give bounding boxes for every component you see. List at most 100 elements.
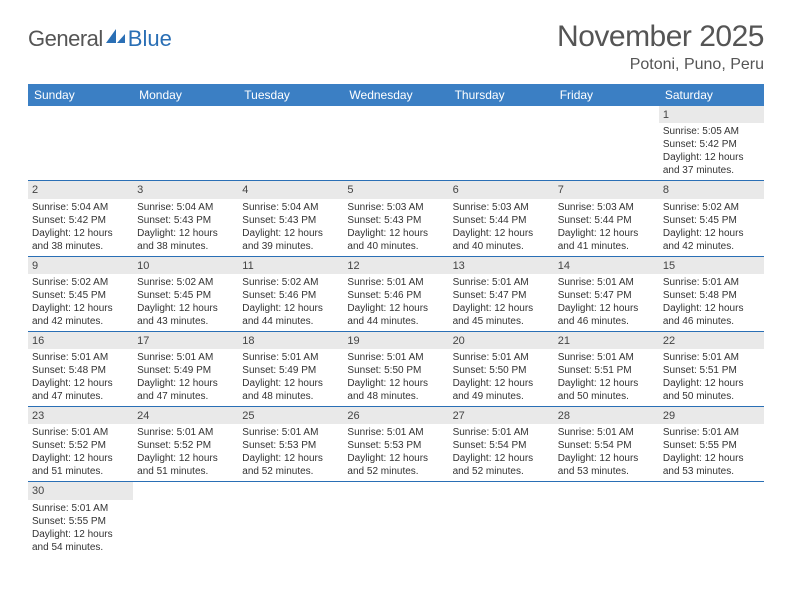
calendar-empty-cell [449, 482, 554, 557]
day-number: 9 [28, 257, 133, 274]
daylight-line-2: and 41 minutes. [558, 240, 655, 253]
daylight-line-2: and 40 minutes. [453, 240, 550, 253]
daylight-line-2: and 54 minutes. [32, 541, 129, 554]
sunrise-line: Sunrise: 5:01 AM [663, 426, 760, 439]
sunrise-line: Sunrise: 5:03 AM [558, 201, 655, 214]
calendar-day-cell: 18Sunrise: 5:01 AMSunset: 5:49 PMDayligh… [238, 331, 343, 406]
day-number: 5 [343, 181, 448, 198]
sunrise-line: Sunrise: 5:01 AM [32, 426, 129, 439]
calendar-empty-cell [554, 106, 659, 181]
calendar-day-cell: 23Sunrise: 5:01 AMSunset: 5:52 PMDayligh… [28, 407, 133, 482]
calendar-day-cell: 11Sunrise: 5:02 AMSunset: 5:46 PMDayligh… [238, 256, 343, 331]
daylight-line-2: and 51 minutes. [137, 465, 234, 478]
calendar-day-cell: 3Sunrise: 5:04 AMSunset: 5:43 PMDaylight… [133, 181, 238, 256]
sunrise-line: Sunrise: 5:01 AM [137, 426, 234, 439]
day-number-empty [449, 106, 554, 123]
calendar-week-row: 23Sunrise: 5:01 AMSunset: 5:52 PMDayligh… [28, 407, 764, 482]
daylight-line-1: Daylight: 12 hours [453, 302, 550, 315]
day-number-empty [133, 106, 238, 123]
sunset-line: Sunset: 5:42 PM [663, 138, 760, 151]
title-block: November 2025 Potoni, Puno, Peru [557, 20, 764, 74]
sunrise-line: Sunrise: 5:01 AM [663, 276, 760, 289]
day-number: 26 [343, 407, 448, 424]
daylight-line-1: Daylight: 12 hours [32, 528, 129, 541]
daylight-line-1: Daylight: 12 hours [137, 227, 234, 240]
calendar-week-row: 1Sunrise: 5:05 AMSunset: 5:42 PMDaylight… [28, 106, 764, 181]
calendar-empty-cell [238, 106, 343, 181]
calendar-day-cell: 7Sunrise: 5:03 AMSunset: 5:44 PMDaylight… [554, 181, 659, 256]
calendar-day-cell: 19Sunrise: 5:01 AMSunset: 5:50 PMDayligh… [343, 331, 448, 406]
calendar-empty-cell [238, 482, 343, 557]
sunset-line: Sunset: 5:53 PM [347, 439, 444, 452]
sunrise-line: Sunrise: 5:01 AM [347, 276, 444, 289]
sunrise-line: Sunrise: 5:01 AM [32, 502, 129, 515]
day-number: 22 [659, 332, 764, 349]
sail-icon [105, 28, 127, 46]
sunset-line: Sunset: 5:43 PM [347, 214, 444, 227]
daylight-line-2: and 48 minutes. [347, 390, 444, 403]
daylight-line-1: Daylight: 12 hours [32, 227, 129, 240]
day-number-empty [554, 482, 659, 499]
day-number: 8 [659, 181, 764, 198]
sunrise-line: Sunrise: 5:04 AM [32, 201, 129, 214]
calendar-day-cell: 15Sunrise: 5:01 AMSunset: 5:48 PMDayligh… [659, 256, 764, 331]
calendar-day-cell: 24Sunrise: 5:01 AMSunset: 5:52 PMDayligh… [133, 407, 238, 482]
daylight-line-1: Daylight: 12 hours [32, 377, 129, 390]
sunset-line: Sunset: 5:54 PM [558, 439, 655, 452]
calendar-day-cell: 16Sunrise: 5:01 AMSunset: 5:48 PMDayligh… [28, 331, 133, 406]
sunrise-line: Sunrise: 5:01 AM [558, 276, 655, 289]
calendar-table: SundayMondayTuesdayWednesdayThursdayFrid… [28, 84, 764, 557]
day-number: 23 [28, 407, 133, 424]
day-number: 10 [133, 257, 238, 274]
daylight-line-1: Daylight: 12 hours [558, 227, 655, 240]
sunrise-line: Sunrise: 5:03 AM [453, 201, 550, 214]
daylight-line-1: Daylight: 12 hours [242, 227, 339, 240]
sunset-line: Sunset: 5:47 PM [453, 289, 550, 302]
calendar-empty-cell [659, 482, 764, 557]
sunset-line: Sunset: 5:48 PM [663, 289, 760, 302]
daylight-line-1: Daylight: 12 hours [663, 302, 760, 315]
sunset-line: Sunset: 5:53 PM [242, 439, 339, 452]
page-header: General Blue November 2025 Potoni, Puno,… [28, 20, 764, 74]
calendar-day-cell: 10Sunrise: 5:02 AMSunset: 5:45 PMDayligh… [133, 256, 238, 331]
sunrise-line: Sunrise: 5:02 AM [137, 276, 234, 289]
daylight-line-2: and 52 minutes. [347, 465, 444, 478]
daylight-line-2: and 42 minutes. [32, 315, 129, 328]
day-number: 11 [238, 257, 343, 274]
calendar-day-cell: 14Sunrise: 5:01 AMSunset: 5:47 PMDayligh… [554, 256, 659, 331]
day-number: 20 [449, 332, 554, 349]
sunset-line: Sunset: 5:43 PM [137, 214, 234, 227]
daylight-line-2: and 40 minutes. [347, 240, 444, 253]
sunrise-line: Sunrise: 5:01 AM [347, 426, 444, 439]
day-number: 18 [238, 332, 343, 349]
day-number-empty [28, 106, 133, 123]
daylight-line-1: Daylight: 12 hours [347, 377, 444, 390]
daylight-line-2: and 46 minutes. [663, 315, 760, 328]
sunset-line: Sunset: 5:49 PM [137, 364, 234, 377]
daylight-line-1: Daylight: 12 hours [242, 452, 339, 465]
day-number: 6 [449, 181, 554, 198]
daylight-line-1: Daylight: 12 hours [137, 452, 234, 465]
weekday-header: Tuesday [238, 84, 343, 106]
sunrise-line: Sunrise: 5:01 AM [242, 351, 339, 364]
daylight-line-1: Daylight: 12 hours [558, 377, 655, 390]
calendar-day-cell: 20Sunrise: 5:01 AMSunset: 5:50 PMDayligh… [449, 331, 554, 406]
calendar-empty-cell [343, 482, 448, 557]
weekday-header: Thursday [449, 84, 554, 106]
sunrise-line: Sunrise: 5:02 AM [242, 276, 339, 289]
daylight-line-1: Daylight: 12 hours [32, 452, 129, 465]
weekday-header: Friday [554, 84, 659, 106]
day-number: 30 [28, 482, 133, 499]
daylight-line-2: and 47 minutes. [137, 390, 234, 403]
day-number: 2 [28, 181, 133, 198]
daylight-line-1: Daylight: 12 hours [558, 302, 655, 315]
daylight-line-1: Daylight: 12 hours [663, 452, 760, 465]
daylight-line-1: Daylight: 12 hours [347, 452, 444, 465]
day-number-empty [554, 106, 659, 123]
day-number: 29 [659, 407, 764, 424]
sunrise-line: Sunrise: 5:01 AM [558, 351, 655, 364]
sunrise-line: Sunrise: 5:04 AM [242, 201, 339, 214]
sunset-line: Sunset: 5:46 PM [242, 289, 339, 302]
calendar-day-cell: 2Sunrise: 5:04 AMSunset: 5:42 PMDaylight… [28, 181, 133, 256]
daylight-line-1: Daylight: 12 hours [32, 302, 129, 315]
